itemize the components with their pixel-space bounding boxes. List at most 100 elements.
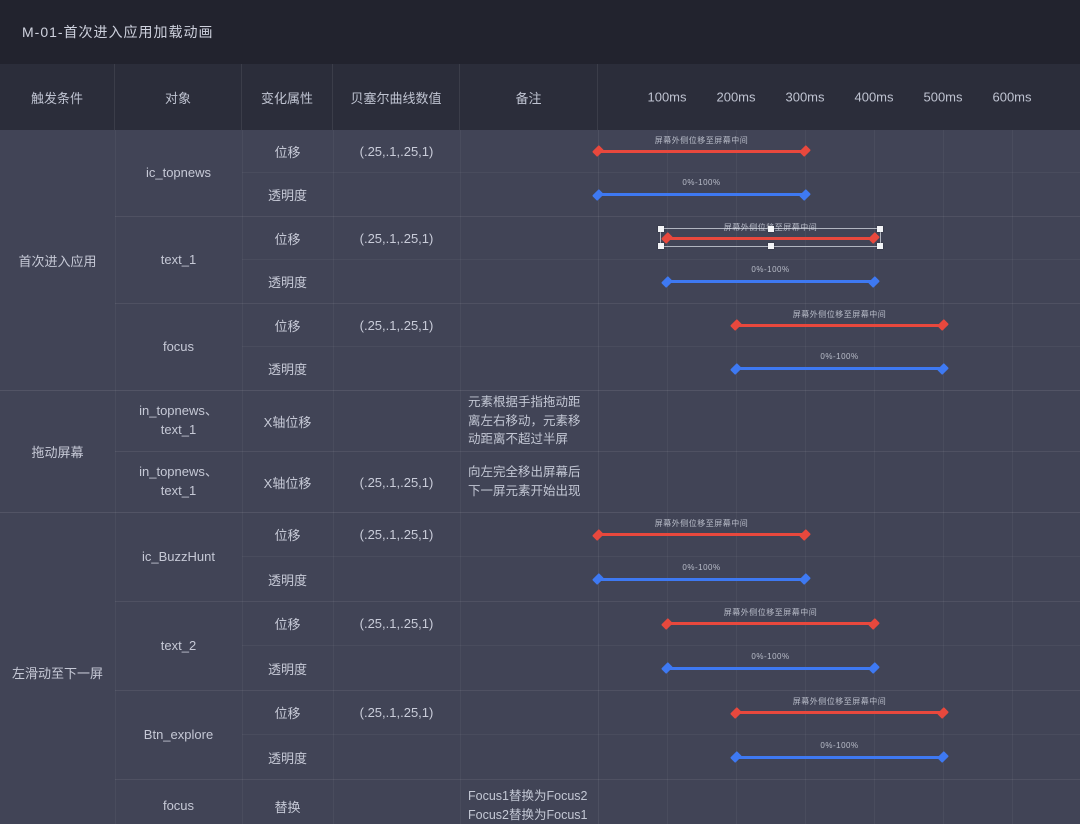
diamond-endpoint-icon[interactable] [730,751,742,763]
timeline-bar-opacity[interactable]: 0%-100% [730,352,949,375]
diamond-endpoint-icon[interactable] [661,662,673,674]
cell-bezier-value [333,780,460,824]
cell-note [460,173,598,216]
page-title: M-01-首次进入应用加载动画 [22,24,214,40]
timeline-bar-displacement[interactable]: 屏幕外侧位移至屏幕中间 [730,697,949,719]
table-row: 位移 (.25,.1,.25,1) 屏幕外侧位移至屏幕中间 [242,602,1080,646]
table-row: 透明度 0%-100% [242,260,1080,303]
cell-note [460,260,598,303]
table-row: 位移 (.25,.1,.25,1) 屏幕外侧位移至屏幕中间 [242,130,1080,173]
diamond-endpoint-icon[interactable] [937,706,949,719]
cell-bezier-value [333,391,460,451]
timeline-bar-opacity[interactable]: 0%-100% [592,178,811,201]
diamond-endpoint-icon[interactable] [799,528,811,541]
table-row: 位移 (.25,.1,.25,1) 屏幕外侧位移至屏幕中间 [242,304,1080,347]
diamond-endpoint-icon[interactable] [730,706,742,719]
cell-timeline: 0%-100% [598,646,1080,690]
timeline-bar-opacity[interactable]: 0%-100% [730,741,949,763]
selection-handle[interactable] [877,225,883,232]
cell-trigger: 首次进入应用 [18,253,97,269]
bar-label: 屏幕外侧位移至屏幕中间 [654,135,749,145]
timeline-bar-displacement[interactable]: 屏幕外侧位移至屏幕中间 [730,310,949,331]
col-header-trigger: 触发条件 [0,64,115,130]
diamond-endpoint-icon[interactable] [730,362,742,375]
cell-property: 位移 [274,231,301,247]
bar-label: 屏幕外侧位移至屏幕中间 [723,608,818,617]
selection-handle[interactable] [877,242,883,249]
cell-timeline [598,452,1080,512]
diamond-endpoint-icon[interactable] [730,319,742,331]
cell-timeline: 屏幕外侧位移至屏幕中间 [592,130,1080,172]
timeline-bar-opacity[interactable]: 0%-100% [592,563,811,585]
cell-bezier-value [333,260,460,303]
diamond-endpoint-icon[interactable] [868,617,880,630]
bar-label: 屏幕外侧位移至屏幕中间 [792,697,887,706]
timeline-bar-opacity[interactable]: 0%-100% [661,265,880,288]
cell-timeline: 屏幕外侧位移至屏幕中间 [598,217,1080,259]
cell-property: 位移 [274,528,301,543]
selection-box[interactable] [658,225,883,249]
timeline-bar-displacement[interactable]: 屏幕外侧位移至屏幕中间 [592,136,811,157]
selection-handle[interactable] [658,225,664,232]
cell-property: 位移 [274,617,301,632]
cell-note [460,691,598,734]
cell-object: ic_BuzzHunt [142,548,215,564]
diamond-endpoint-icon[interactable] [799,145,811,157]
col-header-object: 对象 [115,64,242,130]
selection-handle[interactable] [658,242,664,249]
diamond-endpoint-icon[interactable] [661,617,673,630]
bar-label: 0%-100% [751,265,790,274]
time-tick-label: 400ms [854,89,894,105]
object-group: in_topnews、 text_1 X轴位移 (.25,.1,.25,1) 向左完全… [115,452,1080,512]
bar-label: 屏幕外侧位移至屏幕中间 [654,519,749,528]
table-row: 透明度 0%-100% [242,735,1080,779]
table-row: 位移 (.25,.1,.25,1) 屏幕外侧位移至屏幕中间 [242,217,1080,260]
cell-bezier-value: (.25,.1,.25,1) [359,474,434,490]
cell-property: 透明度 [267,750,307,766]
timeline-bar-displacement[interactable]: 屏幕外侧位移至屏幕中间 [592,519,811,541]
cell-property: 位移 [274,144,301,160]
cell-property: 透明度 [267,362,307,377]
timeline-bar-displacement[interactable]: 屏幕外侧位移至屏幕中间 [661,608,880,630]
diamond-endpoint-icon[interactable] [868,275,880,288]
time-tick-label: 100ms [647,89,687,105]
table-row: 透明度 0%-100% [242,173,1080,216]
cell-property: 位移 [274,706,301,721]
col-header-bezier: 贝塞尔曲线数值 [333,64,460,130]
time-tick-label: 300ms [785,89,825,105]
cell-object: text_1 [160,251,197,267]
object-group: ic_BuzzHunt 位移 (.25,.1,.25,1) 屏幕外侧位移至屏幕中间透明… [115,513,1080,602]
diamond-endpoint-icon[interactable] [799,573,811,585]
cell-object: in_topnews、 text_1 [139,403,218,437]
selection-handle[interactable] [767,242,774,249]
cell-bezier-value [333,557,460,601]
cell-note [460,130,598,172]
table-body: 首次进入应用 ic_topnews 位移 (.25,.1,.25,1) 屏幕外侧位移至屏… [0,130,1080,824]
cell-note [460,557,598,601]
diamond-endpoint-icon[interactable] [937,362,949,375]
cell-timeline: 0%-100% [598,735,1080,779]
timeline-bar-opacity[interactable]: 0%-100% [661,652,880,674]
selection-handle[interactable] [767,225,774,232]
cell-note: Focus1替换为Focus2 Focus2替换为Focus1 [468,789,588,822]
bar-label: 0%-100% [682,562,721,572]
diamond-endpoint-icon[interactable] [868,662,880,674]
time-tick-label: 600ms [992,89,1032,105]
cell-object: focus [162,797,195,813]
bar-label: 0%-100% [820,352,859,361]
timeline-bar-displacement[interactable]: 屏幕外侧位移至屏幕中间 [658,223,883,249]
cell-note [460,304,598,346]
cell-object: focus [162,338,195,354]
object-group: ic_topnews 位移 (.25,.1,.25,1) 屏幕外侧位移至屏幕中间 透明度… [115,130,1080,217]
diamond-endpoint-icon[interactable] [661,275,673,288]
cell-trigger: 左滑动至下一屏 [11,666,103,681]
diamond-endpoint-icon[interactable] [937,319,949,331]
bar-label: 屏幕外侧位移至屏幕中间 [792,309,887,319]
diamond-endpoint-icon[interactable] [799,188,811,201]
cell-bezier-value: (.25,.1,.25,1) [359,527,434,542]
cell-property: 透明度 [267,572,307,588]
diamond-endpoint-icon[interactable] [937,751,949,763]
table-row: 替换 Focus1替换为Focus2 Focus2替换为Focus1 [242,780,1080,824]
cell-bezier-value: (.25,.1,.25,1) [359,143,434,159]
